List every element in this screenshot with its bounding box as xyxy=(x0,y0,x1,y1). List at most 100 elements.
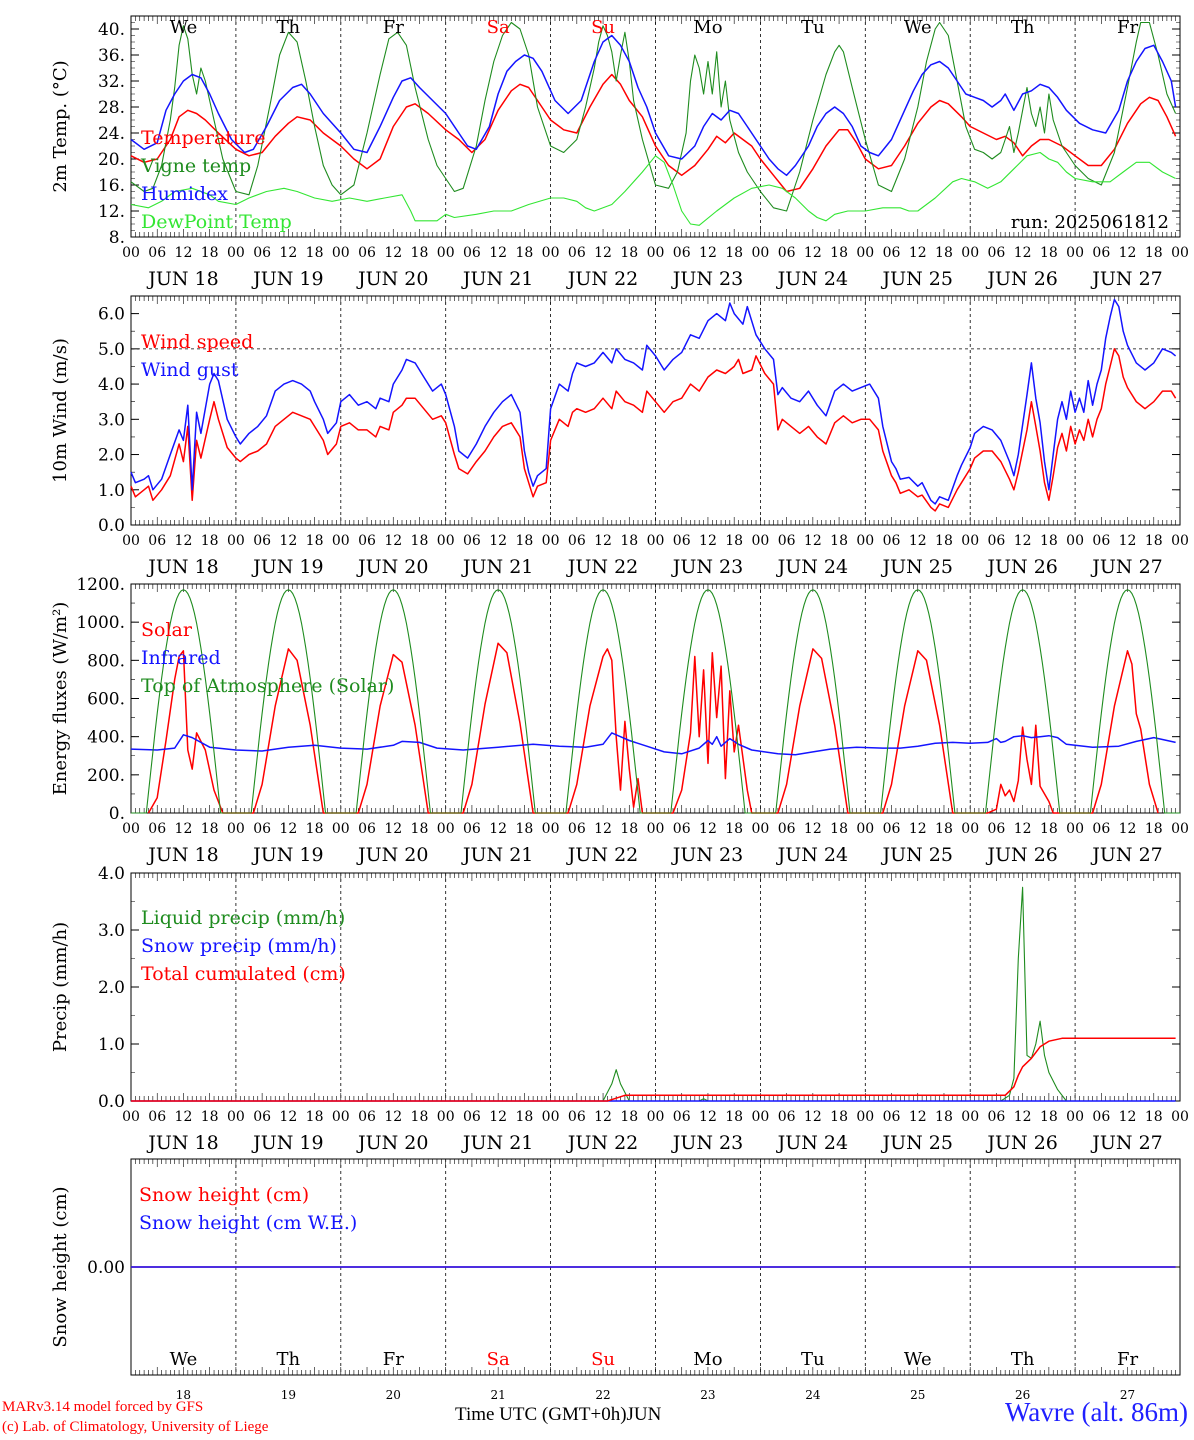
weekday-header: We xyxy=(170,17,198,38)
wind-hour-label: 06 xyxy=(148,533,166,549)
wind-hour-label: 00 xyxy=(227,533,245,549)
energy-hour-label: 06 xyxy=(463,821,481,837)
temp-y-axis-label: 2m Temp. (°C) xyxy=(50,60,71,192)
temp-legend-dewpoint-temp: DewPoint Temp xyxy=(141,211,292,233)
precip-hour-label: 06 xyxy=(358,1109,376,1125)
weekday-header: Th xyxy=(1011,17,1035,38)
wind-hour-label: 00 xyxy=(961,533,979,549)
temp-day-label: JUN 26 xyxy=(985,268,1057,290)
lab-credit: (c) Lab. of Climatology, University of L… xyxy=(2,1419,269,1435)
precip-legend-snow-precip-mm-h: Snow precip (mm/h) xyxy=(141,935,337,957)
temp-series-dewpoint-temp xyxy=(130,151,1176,226)
precip-hour-label: 18 xyxy=(306,1109,324,1125)
temp-hour-label: 18 xyxy=(411,245,429,261)
energy-hour-label: 18 xyxy=(620,821,638,837)
wind-hour-label: 18 xyxy=(935,533,953,549)
temp-hour-label: 12 xyxy=(909,245,927,261)
energy-y-tick-label: 600. xyxy=(87,690,125,710)
temp-day-label: JUN 27 xyxy=(1090,268,1162,290)
precip-hour-label: 00 xyxy=(856,1109,874,1125)
weekday-header: Fr xyxy=(383,17,404,38)
wind-day-label: JUN 22 xyxy=(566,556,638,578)
energy-hour-label: 06 xyxy=(253,821,271,837)
precip-hour-label: 12 xyxy=(594,1109,612,1125)
weekday-header: Sa xyxy=(487,17,510,38)
energy-series-infrared xyxy=(130,732,1176,756)
snow-weekday-label: Su xyxy=(591,1349,615,1370)
wind-y-tick-label: 2.0 xyxy=(98,446,125,466)
temp-hour-label: 12 xyxy=(699,245,717,261)
temp-hour-label: 12 xyxy=(384,245,402,261)
snow-y-tick-label: 0.00 xyxy=(87,1258,125,1278)
energy-hour-label: 00 xyxy=(1171,821,1189,837)
time-axis-month: JUN xyxy=(626,1404,662,1425)
energy-y-tick-label: 1000. xyxy=(76,613,125,633)
wind-y-tick-label: 6.0 xyxy=(98,305,125,325)
temp-hour-label: 00 xyxy=(1066,245,1084,261)
bottom-day-number: 26 xyxy=(1015,1388,1030,1402)
energy-hour-label: 06 xyxy=(1092,821,1110,837)
precip-hour-label: 00 xyxy=(751,1109,769,1125)
snow-weekday-label: Tu xyxy=(801,1349,825,1370)
energy-y-tick-label: 0. xyxy=(109,804,125,824)
wind-hour-label: 00 xyxy=(1171,533,1189,549)
temp-series-humidex xyxy=(130,34,1177,177)
energy-hour-label: 00 xyxy=(1066,821,1084,837)
precip-hour-label: 06 xyxy=(673,1109,691,1125)
wind-day-label: JUN 18 xyxy=(146,556,218,578)
wind-hour-label: 06 xyxy=(778,533,796,549)
bottom-day-number: 19 xyxy=(281,1388,296,1402)
snow-weekday-label: Fr xyxy=(383,1349,404,1370)
wind-day-label: JUN 24 xyxy=(776,556,848,578)
wind-hour-label: 06 xyxy=(568,533,586,549)
energy-hour-label: 06 xyxy=(673,821,691,837)
precip-day-label: JUN 20 xyxy=(356,1132,428,1154)
precip-hour-label: 06 xyxy=(463,1109,481,1125)
precip-hour-label: 00 xyxy=(1066,1109,1084,1125)
precip-day-label: JUN 21 xyxy=(461,1132,533,1154)
energy-day-label: JUN 26 xyxy=(985,844,1057,866)
wind-day-label: JUN 20 xyxy=(356,556,428,578)
wind-hour-label: 00 xyxy=(1066,533,1084,549)
energy-hour-label: 12 xyxy=(909,821,927,837)
wind-hour-label: 18 xyxy=(201,533,219,549)
precip-hour-label: 00 xyxy=(542,1109,560,1125)
temp-hour-label: 18 xyxy=(830,245,848,261)
wind-hour-label: 06 xyxy=(463,533,481,549)
temp-hour-label: 18 xyxy=(201,245,219,261)
energy-day-label: JUN 24 xyxy=(776,844,848,866)
energy-hour-label: 06 xyxy=(358,821,376,837)
precip-series-liquid-precip-mm-h xyxy=(131,886,1176,1102)
precip-hour-label: 00 xyxy=(227,1109,245,1125)
temp-hour-label: 00 xyxy=(647,245,665,261)
temp-y-minor-ticks xyxy=(131,15,1180,238)
wind-y-tick-label: 0.0 xyxy=(98,516,125,536)
energy-y-axis-label: Energy fluxes (W/m²) xyxy=(50,602,71,796)
wind-hour-label: 12 xyxy=(804,533,822,549)
precip-hour-label: 18 xyxy=(620,1109,638,1125)
precip-hour-label: 12 xyxy=(909,1109,927,1125)
bottom-day-number: 24 xyxy=(805,1388,821,1402)
precip-hour-label: 12 xyxy=(1014,1109,1032,1125)
energy-day-label: JUN 25 xyxy=(881,844,953,866)
bottom-day-number: 22 xyxy=(595,1388,610,1402)
wind-hour-label: 12 xyxy=(699,533,717,549)
temp-y-tick-label: 12. xyxy=(98,202,125,222)
temp-hour-label: 06 xyxy=(988,245,1006,261)
energy-y-tick-label: 1200. xyxy=(76,575,125,595)
energy-hour-label: 12 xyxy=(384,821,402,837)
wind-hour-label: 12 xyxy=(175,533,193,549)
wind-series-wind-speed xyxy=(130,348,1177,512)
temp-hour-label: 12 xyxy=(175,245,193,261)
energy-hour-label: 18 xyxy=(935,821,953,837)
wind-hour-label: 06 xyxy=(358,533,376,549)
energy-hour-label: 06 xyxy=(568,821,586,837)
energy-day-label: JUN 20 xyxy=(356,844,428,866)
precip-hour-label: 06 xyxy=(148,1109,166,1125)
wind-hour-label: 12 xyxy=(594,533,612,549)
wind-hour-label: 06 xyxy=(673,533,691,549)
precip-day-label: JUN 23 xyxy=(671,1132,743,1154)
energy-hour-label: 06 xyxy=(883,821,901,837)
wind-hour-label: 06 xyxy=(253,533,271,549)
